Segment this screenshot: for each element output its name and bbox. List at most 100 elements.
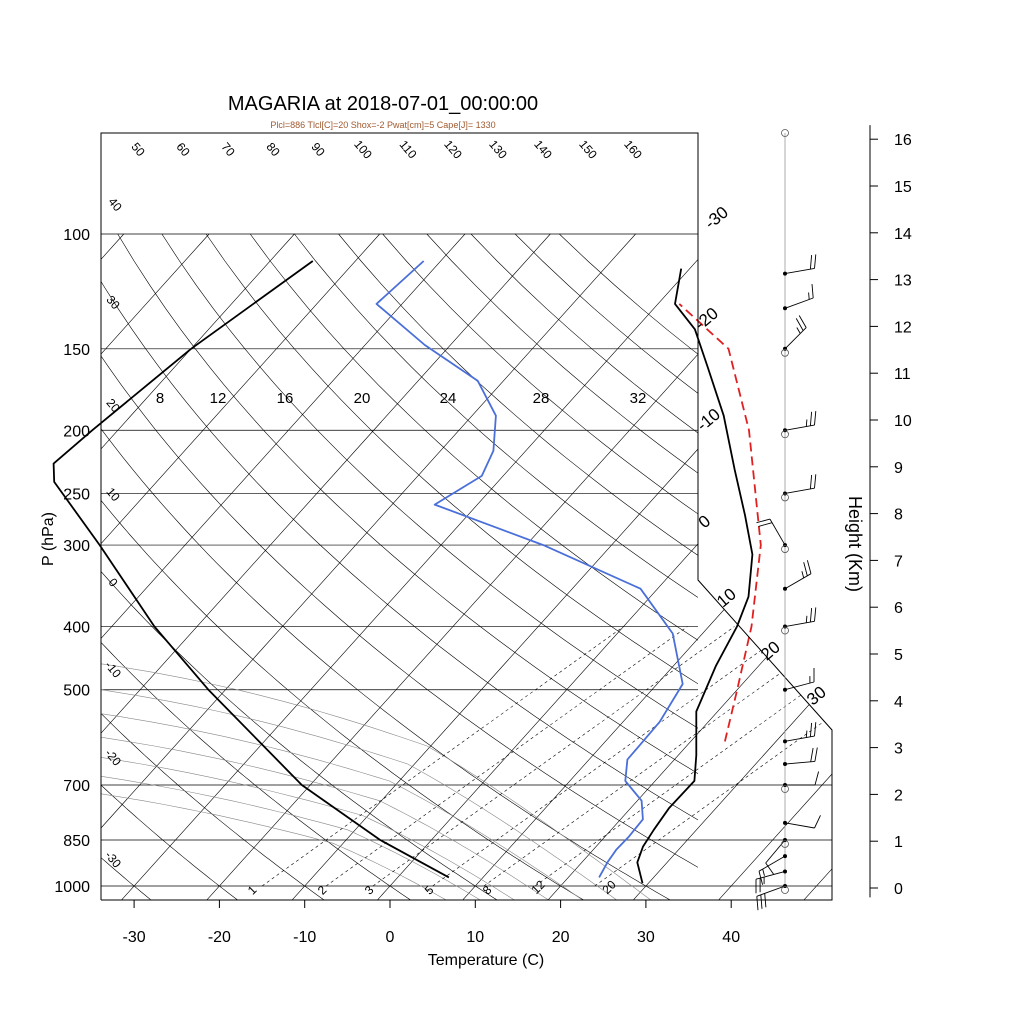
moist-adiabat-line <box>0 741 448 899</box>
isotherm-line <box>0 234 39 900</box>
mixing-ratio-line <box>262 627 623 886</box>
height-tick-label: 0 <box>894 881 903 898</box>
plot-frame <box>101 125 878 908</box>
y-axis-title: P (hPa) <box>40 512 57 566</box>
mixing-ratio-lines <box>262 627 956 886</box>
dry-adiabat-line <box>0 234 497 900</box>
wind-barb-column <box>756 130 821 911</box>
pressure-tick-label: 700 <box>63 778 90 795</box>
wind-barb-flag <box>765 893 766 907</box>
dry-adiabat-label: 70 <box>218 140 238 159</box>
dry-adiabat-label: 60 <box>173 140 193 159</box>
x-tick-label: 20 <box>552 929 570 946</box>
wind-barb-shaft <box>785 736 815 741</box>
height-axis-title: Height (Km) <box>845 496 865 592</box>
wind-barb-shaft <box>766 840 785 863</box>
wind-barb-flag <box>815 607 816 621</box>
height-tick-label: 7 <box>894 553 903 570</box>
height-tick-label: 14 <box>894 226 912 243</box>
pressure-tick-label: 500 <box>63 683 90 700</box>
height-tick-label: 12 <box>894 319 912 336</box>
height-tick-label: 13 <box>894 273 912 290</box>
wind-barb-shaft <box>785 621 815 626</box>
moist-adiabat-label: 32 <box>630 390 647 407</box>
wind-barb-flag <box>812 284 813 298</box>
dry-adiabat-line <box>0 234 151 900</box>
height-tick-label: 15 <box>894 179 912 196</box>
mixing-ratio-line <box>433 627 794 886</box>
dry-adiabat-label: 20 <box>103 396 123 415</box>
dry-adiabat-line <box>339 234 1024 900</box>
dry-adiabat-label: -10 <box>102 658 124 681</box>
dry-adiabat-line <box>294 234 1024 900</box>
wind-barb-shaft <box>785 761 815 764</box>
dry-adiabat-label: 140 <box>531 137 555 162</box>
mixing-ratio-label: 1 <box>245 883 260 898</box>
wind-barb-flag <box>815 474 816 488</box>
pressure-tick-label: 400 <box>63 620 90 637</box>
dry-adiabat-line <box>0 234 583 900</box>
wind-barb-shaft <box>785 574 811 589</box>
isotherm-line <box>36 234 635 900</box>
wind-barb-flag <box>815 254 816 268</box>
dry-adiabat-line <box>118 234 930 900</box>
wind-barb-flag <box>815 772 819 786</box>
wind-barb-flag <box>815 411 816 425</box>
wind-barb-flag <box>809 293 810 300</box>
moist-adiabat-label: 24 <box>440 390 457 407</box>
wind-barb-shaft <box>785 823 815 828</box>
x-axis-title: Temperature (C) <box>428 952 544 969</box>
axis-labels: 1001502002503004005007008501000-30-20-10… <box>54 132 911 946</box>
dry-adiabat-label: 0 <box>106 575 121 589</box>
dry-adiabat-line <box>383 234 1024 900</box>
mixing-ratio-label: 12 <box>528 877 548 897</box>
wind-barb-flag <box>810 475 811 489</box>
dry-adiabat-label: 100 <box>351 137 375 162</box>
dry-adiabat-label: 40 <box>105 195 125 214</box>
wind-barb-flag <box>802 571 804 578</box>
mixing-ratio-label: 20 <box>599 877 619 897</box>
pressure-tick-label: 850 <box>63 833 90 850</box>
isotherm-line <box>804 234 1024 900</box>
wind-barb-flag <box>804 562 808 576</box>
isotherm-line <box>207 234 806 900</box>
wind-barb-flag <box>761 895 762 909</box>
isotherm-line <box>633 234 1024 900</box>
dry-adiabat-line <box>471 234 1024 900</box>
dry-adiabat-label: 50 <box>128 140 148 159</box>
dry-adiabat-label: -30 <box>102 848 124 871</box>
x-tick-label: 10 <box>466 929 484 946</box>
height-tick-label: 2 <box>894 787 903 804</box>
dry-adiabat-label: 80 <box>263 140 283 159</box>
isotherm-line <box>463 234 1024 900</box>
height-tick-label: 8 <box>894 507 903 524</box>
x-tick-label: 0 <box>386 929 395 946</box>
wind-barb-flag <box>806 616 807 623</box>
wind-barb-flag <box>797 328 801 334</box>
isotherm-label: -30 <box>701 203 732 233</box>
height-tick-label: 11 <box>894 366 911 383</box>
dry-adiabat-label: 30 <box>103 293 123 312</box>
pressure-tick-label: 100 <box>63 227 90 244</box>
chart-title: MAGARIA at 2018-07-01_00:00:00 <box>228 93 538 115</box>
x-tick-label: 40 <box>722 929 740 946</box>
moist-adiabat-label: 28 <box>533 390 550 407</box>
wind-barb-flag <box>807 560 811 574</box>
wind-barb-flag <box>757 896 758 910</box>
pressure-tick-label: 250 <box>63 486 90 503</box>
mixing-ratio-line <box>373 627 734 886</box>
x-tick-label: 30 <box>637 929 655 946</box>
height-tick-label: 5 <box>894 647 903 664</box>
wind-barb-shaft <box>759 856 785 871</box>
wind-barb-shaft <box>757 886 785 896</box>
isotherm-line <box>719 234 1024 900</box>
x-tick-label: -10 <box>293 929 316 946</box>
dry-adiabat-label: -20 <box>102 746 124 769</box>
mixing-ratio-label: 8 <box>480 883 495 898</box>
dry-adiabat-label: 10 <box>103 485 123 504</box>
wind-barb-shaft <box>785 425 815 430</box>
chart-subtitle: Plcl=886 Tlcl[C]=20 Shox=-2 Pwat[cm]=5 C… <box>270 120 495 130</box>
height-tick-label: 3 <box>894 741 903 758</box>
dry-adiabat-line <box>0 234 670 900</box>
